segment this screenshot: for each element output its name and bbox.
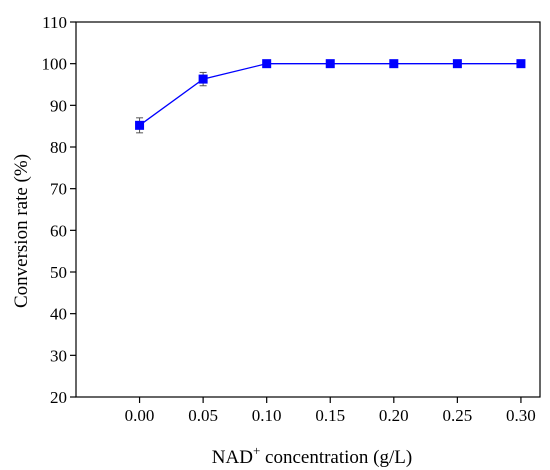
x-tick-label: 0.30 (506, 406, 536, 425)
series-group (135, 59, 526, 134)
y-tick-label: 100 (42, 55, 68, 74)
y-tick-label: 110 (42, 13, 67, 32)
x-tick-label: 0.05 (188, 406, 218, 425)
data-point (135, 120, 145, 130)
y-tick-label: 30 (50, 346, 67, 365)
y-tick-label: 40 (50, 305, 67, 324)
series-line (139, 63, 521, 126)
y-axis-label: Conversion rate (%) (11, 154, 32, 308)
x-axis-label-rest: concentration (g/L) (260, 447, 412, 468)
x-axis-label-sup: + (253, 443, 260, 458)
data-point (452, 59, 462, 69)
y-tick-label: 20 (50, 388, 67, 407)
x-tick-label: 0.20 (379, 406, 409, 425)
y-tick-label: 90 (50, 96, 67, 115)
data-point (325, 59, 335, 69)
x-axis-label: NAD+ concentration (g/L) (212, 443, 412, 468)
y-tick-label: 70 (50, 180, 67, 199)
y-tick-label: 50 (50, 263, 67, 282)
plot-frame (75, 21, 541, 398)
data-point (389, 59, 399, 69)
x-tick-label: 0.10 (252, 406, 282, 425)
y-tick-label: 80 (50, 138, 67, 157)
data-point (198, 74, 208, 84)
x-tick-label: 0.25 (442, 406, 472, 425)
data-point (516, 59, 526, 69)
y-tick-label: 60 (50, 221, 67, 240)
x-tick-label: 0.00 (125, 406, 155, 425)
data-point (262, 59, 272, 69)
x-tick-label: 0.15 (315, 406, 345, 425)
x-axis-label-main: NAD (212, 447, 253, 468)
axes: 20 30 40 50 60 70 80 90 100 110 0.00 0.05 0.10 0.15 0.… (42, 13, 541, 425)
